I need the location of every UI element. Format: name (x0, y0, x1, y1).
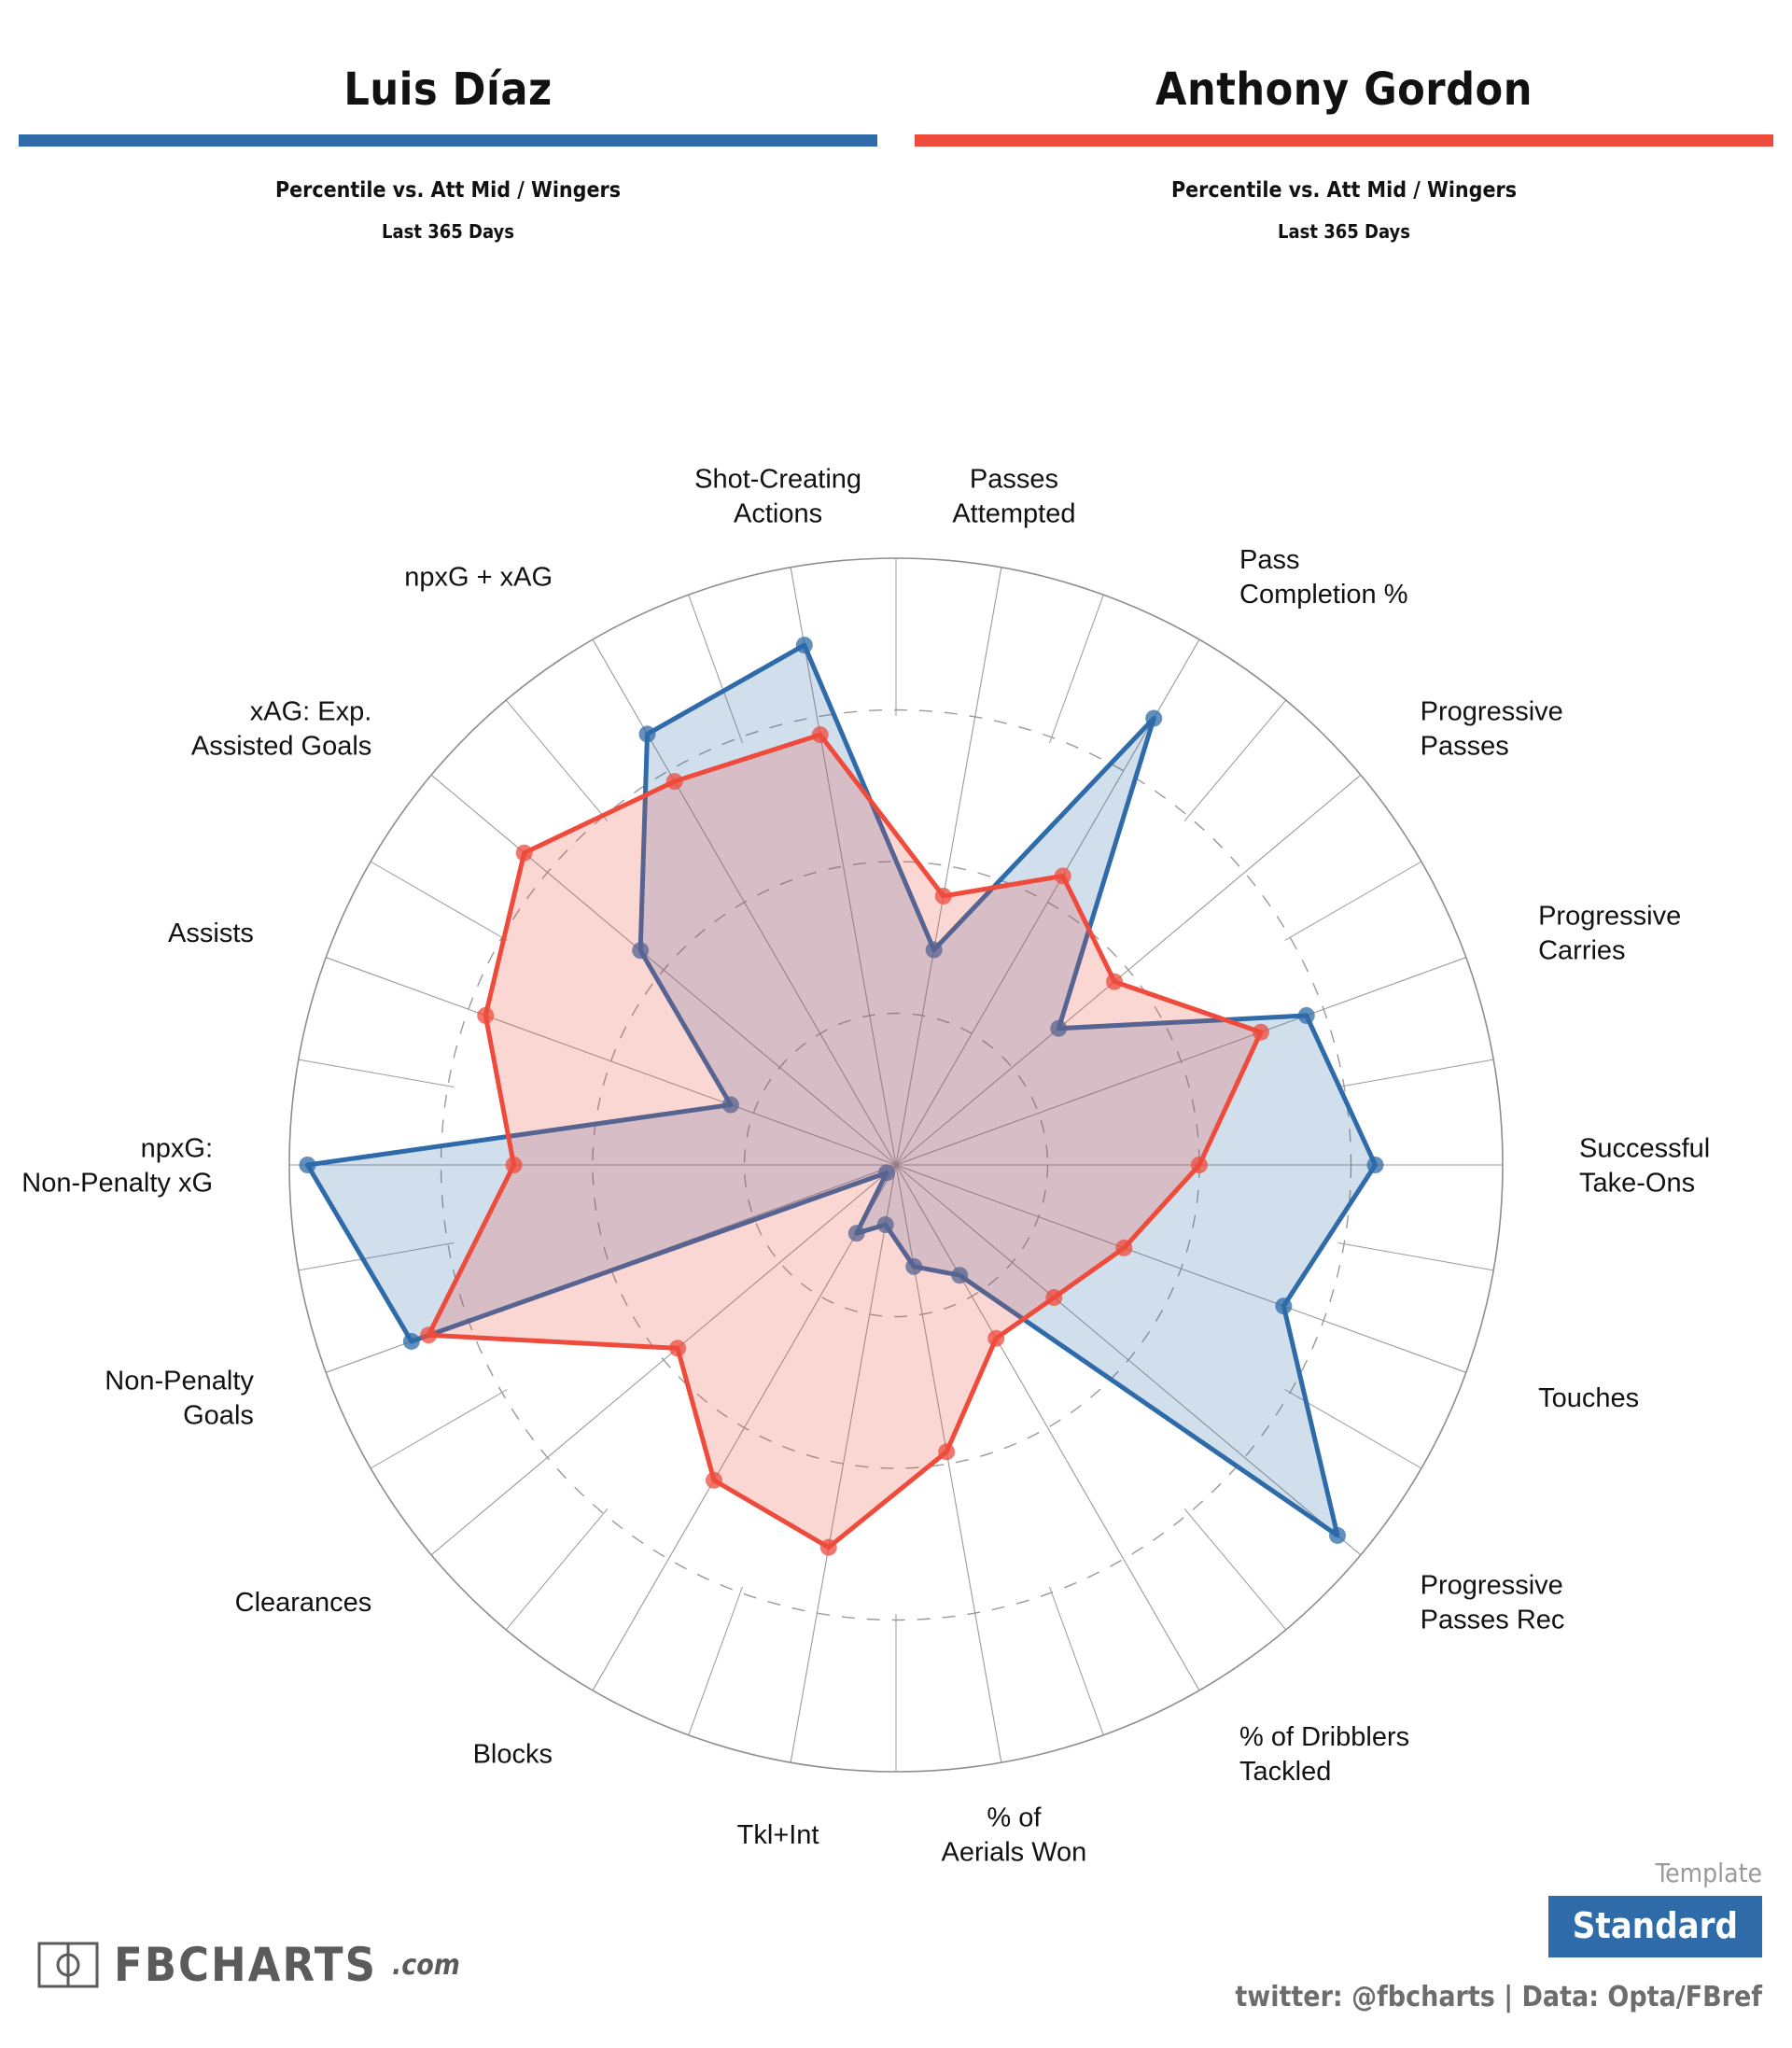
axis-label-blocks: Blocks (473, 1739, 553, 1769)
fbcharts-domain-suffix: .com (391, 1948, 460, 1982)
axis-label-successful-take-ons: Successful Take-Ons (1579, 1134, 1710, 1199)
player-period-right: Last 365 Days (1278, 220, 1410, 243)
axis-label-of-dribblers-tackled: % of Dribblers Tackled (1239, 1722, 1409, 1787)
fbcharts-wordmark: FBCHARTS (114, 1938, 377, 1992)
pitch-icon (37, 1942, 99, 1988)
axis-label-progressive-passes: Progressive Passes (1421, 697, 1563, 762)
axis-label-progressive-carries: Progressive Carries (1538, 902, 1681, 966)
axis-label-touches: Touches (1538, 1383, 1639, 1413)
player-period-left: Last 365 Days (382, 220, 514, 243)
axis-label-passes-attempted: Passes Attempted (952, 465, 1075, 529)
template-label: Template (1655, 1858, 1762, 1888)
player-panel-right: Anthony Gordon Percentile vs. Att Mid / … (915, 0, 1773, 243)
axis-label-npxg-xag: npxG + xAG (404, 563, 553, 593)
header: Luis Díaz Percentile vs. Att Mid / Winge… (0, 0, 1792, 336)
radar-chart: Passes Attempted Pass Completion % Progressi… (21, 465, 1710, 1868)
radar-axis-labels: Passes Attempted Pass Completion % Progressi… (21, 465, 1710, 1868)
player-name-right: Anthony Gordon (1155, 63, 1533, 116)
player-color-rule-left (19, 134, 877, 147)
radar-series (299, 637, 1384, 1556)
template-selector[interactable]: Template Standard (1463, 1858, 1762, 1957)
axis-label-npxg-non-penalty-xg: npxG: Non-Penalty xG (21, 1134, 213, 1199)
player-subtitle-right: Percentile vs. Att Mid / Wingers (1170, 178, 1518, 203)
axis-label-shot-creating-actions: Shot-Creating Actions (694, 465, 861, 529)
axis-label-xag-exp-assisted-goals: xAG: Exp. Assisted Goals (191, 697, 371, 762)
axis-label-assists: Assists (168, 919, 254, 948)
axis-label-pass-completion: Pass Completion % (1239, 545, 1408, 610)
player-panel-left: Luis Díaz Percentile vs. Att Mid / Winge… (19, 0, 877, 243)
axis-label-non-penalty-goals: Non-Penalty Goals (105, 1366, 254, 1430)
axis-label-of-aerials-won: % of Aerials Won (942, 1803, 1087, 1867)
player-subtitle-left: Percentile vs. Att Mid / Wingers (274, 178, 622, 203)
axis-label-progressive-passes-rec: Progressive Passes Rec (1421, 1570, 1565, 1634)
template-badge[interactable]: Standard (1547, 1896, 1762, 1957)
credit-line: twitter: @fbcharts | Data: Opta/FBref (1235, 1981, 1762, 2013)
axis-label-clearances: Clearances (235, 1588, 372, 1618)
fbcharts-logo: FBCHARTS .com (37, 1942, 460, 1988)
player-name-left: Luis Díaz (343, 63, 553, 116)
player-color-rule-right (915, 134, 1773, 147)
axis-label-tkl-int: Tkl+Int (737, 1820, 819, 1850)
